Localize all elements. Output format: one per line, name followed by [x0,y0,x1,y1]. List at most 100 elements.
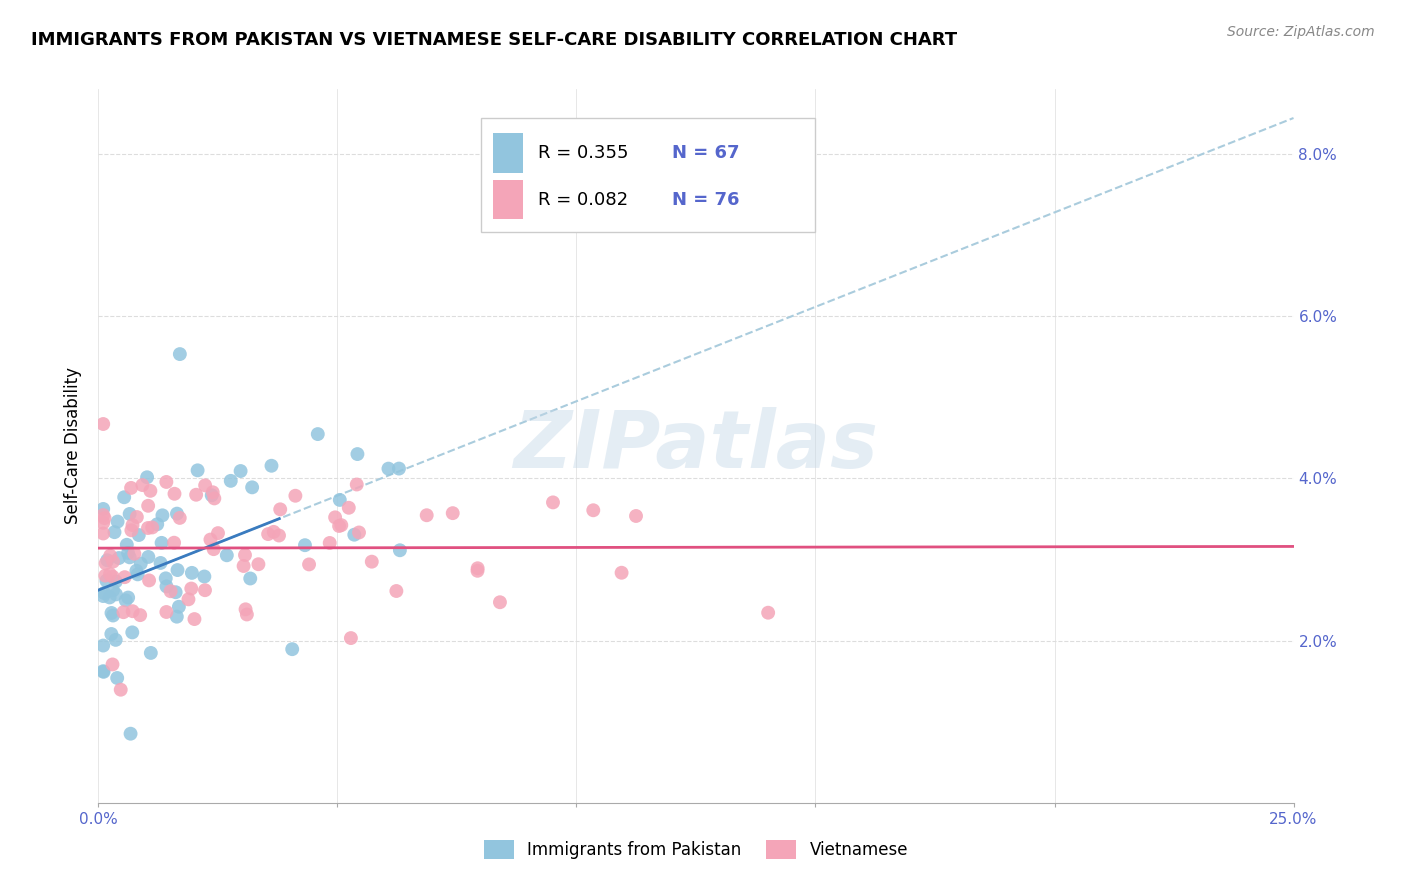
Point [166,507,188,521]
Point [138,549,160,564]
Point [329,492,352,507]
Point [120,523,142,537]
Point [93,586,115,600]
Point [91,664,114,678]
Point [167,599,190,614]
Point [219,474,242,488]
Point [93,511,115,525]
Point [284,489,307,503]
Text: IMMIGRANTS FROM PAKISTAN VS VIETNAMESE SELF-CARE DISABILITY CORRELATION CHART: IMMIGRANTS FROM PAKISTAN VS VIETNAMESE S… [31,31,957,49]
Text: ZIPatlas: ZIPatlas [513,407,879,485]
Point [91,516,114,530]
Point [120,727,142,741]
Point [377,461,399,475]
Point [100,627,122,641]
Point [121,518,143,533]
Point [112,490,135,504]
Bar [494,134,523,173]
Point [610,566,633,580]
Point [98,549,121,563]
Point [121,604,143,618]
Point [298,558,321,572]
Point [200,533,222,547]
Point [101,555,124,569]
Point [96,574,118,588]
Point [100,606,122,620]
Point [166,609,188,624]
Point [155,571,177,585]
Point [240,480,263,494]
Point [328,519,350,533]
Point [150,536,173,550]
Point [96,553,118,567]
Point [155,605,177,619]
Point [117,591,139,605]
Point [541,495,564,509]
Point [337,500,360,515]
Point [125,564,148,578]
Point [118,507,141,521]
Point [180,582,202,596]
Point [201,488,224,502]
Point [186,488,208,502]
Point [128,528,150,542]
Point [118,550,141,565]
Point [163,535,186,549]
Point [388,461,411,475]
Point [101,583,124,598]
Point [385,584,408,599]
Point [125,510,148,524]
Text: N = 76: N = 76 [672,191,740,209]
Point [141,520,163,534]
Point [121,625,143,640]
Point [136,499,159,513]
Point [330,518,353,533]
Point [110,682,132,697]
Point [98,567,121,582]
Point [346,477,368,491]
Point [129,557,152,571]
Point [114,593,136,607]
Text: N = 67: N = 67 [672,145,740,162]
Point [489,595,512,609]
Point [91,526,114,541]
Point [124,547,146,561]
Point [120,481,142,495]
Point [138,574,160,588]
Point [93,665,115,679]
Point [105,671,128,685]
Point [257,527,280,541]
Point [136,521,159,535]
Point [201,485,224,500]
Point [146,517,169,532]
Point [307,427,329,442]
Point [360,555,382,569]
Point [104,574,127,589]
Point [177,592,200,607]
Point [91,589,114,603]
Point [260,458,283,473]
Point [236,607,259,622]
Point [107,515,129,529]
Point [269,502,291,516]
Point [169,511,191,525]
Point [467,564,489,578]
Text: R = 0.082: R = 0.082 [538,191,628,209]
Point [415,508,437,523]
Point [346,447,368,461]
Point [756,606,779,620]
Point [235,602,257,616]
Point [582,503,605,517]
Point [91,502,114,516]
Point [229,464,252,478]
Point [340,631,363,645]
Point [139,646,162,660]
Point [155,579,177,593]
Point [139,483,162,498]
Point [114,570,136,584]
Point [239,572,262,586]
Point [104,632,127,647]
Point [233,548,256,562]
Point [101,657,124,672]
Point [193,569,215,583]
